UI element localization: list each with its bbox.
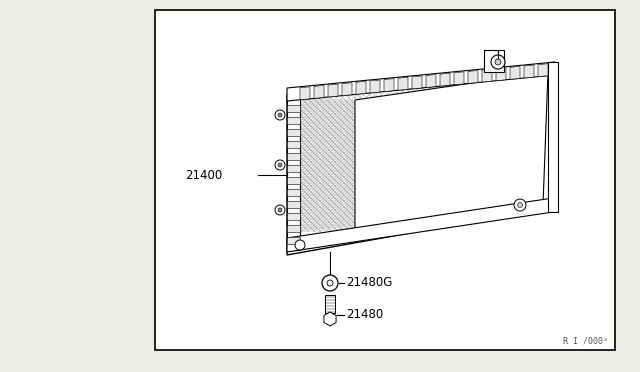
Bar xyxy=(287,141,300,148)
Polygon shape xyxy=(538,64,548,77)
Polygon shape xyxy=(496,68,506,81)
Circle shape xyxy=(278,208,282,212)
Bar xyxy=(287,177,300,184)
Polygon shape xyxy=(510,66,520,79)
Polygon shape xyxy=(356,81,366,94)
Polygon shape xyxy=(468,70,478,83)
Bar xyxy=(325,295,335,313)
Polygon shape xyxy=(412,76,422,89)
Polygon shape xyxy=(300,87,310,100)
Bar xyxy=(287,201,300,208)
Bar xyxy=(287,213,300,220)
Circle shape xyxy=(278,113,282,117)
Circle shape xyxy=(275,110,285,120)
Polygon shape xyxy=(287,198,553,252)
Bar xyxy=(484,50,504,72)
Polygon shape xyxy=(287,95,300,250)
Polygon shape xyxy=(287,66,555,255)
Polygon shape xyxy=(454,72,464,85)
Bar xyxy=(287,117,300,124)
Circle shape xyxy=(275,160,285,170)
Bar xyxy=(155,10,615,350)
Bar xyxy=(287,225,300,232)
Circle shape xyxy=(295,240,305,250)
Circle shape xyxy=(275,205,285,215)
Circle shape xyxy=(518,202,522,208)
Polygon shape xyxy=(292,70,548,233)
Bar xyxy=(287,189,300,196)
Circle shape xyxy=(495,59,501,65)
Bar xyxy=(287,129,300,136)
Polygon shape xyxy=(328,84,338,97)
Polygon shape xyxy=(440,73,450,86)
Bar xyxy=(287,105,300,112)
Circle shape xyxy=(514,199,526,211)
Bar xyxy=(287,165,300,172)
Polygon shape xyxy=(292,97,355,233)
Polygon shape xyxy=(384,78,394,92)
Polygon shape xyxy=(524,65,534,78)
Circle shape xyxy=(491,55,505,69)
Bar xyxy=(287,153,300,160)
Bar xyxy=(287,237,300,244)
Polygon shape xyxy=(398,77,408,90)
Polygon shape xyxy=(482,69,492,82)
Circle shape xyxy=(322,275,338,291)
Text: 21480: 21480 xyxy=(346,308,383,321)
Polygon shape xyxy=(426,74,436,87)
Polygon shape xyxy=(314,86,324,98)
Polygon shape xyxy=(342,83,352,96)
Polygon shape xyxy=(548,62,558,212)
Circle shape xyxy=(278,163,282,167)
Circle shape xyxy=(327,280,333,286)
Polygon shape xyxy=(287,62,555,101)
Text: R I /000²: R I /000² xyxy=(563,337,608,346)
Polygon shape xyxy=(355,72,548,233)
Text: 21400: 21400 xyxy=(185,169,222,182)
Text: 21480G: 21480G xyxy=(346,276,392,289)
Polygon shape xyxy=(370,80,380,93)
